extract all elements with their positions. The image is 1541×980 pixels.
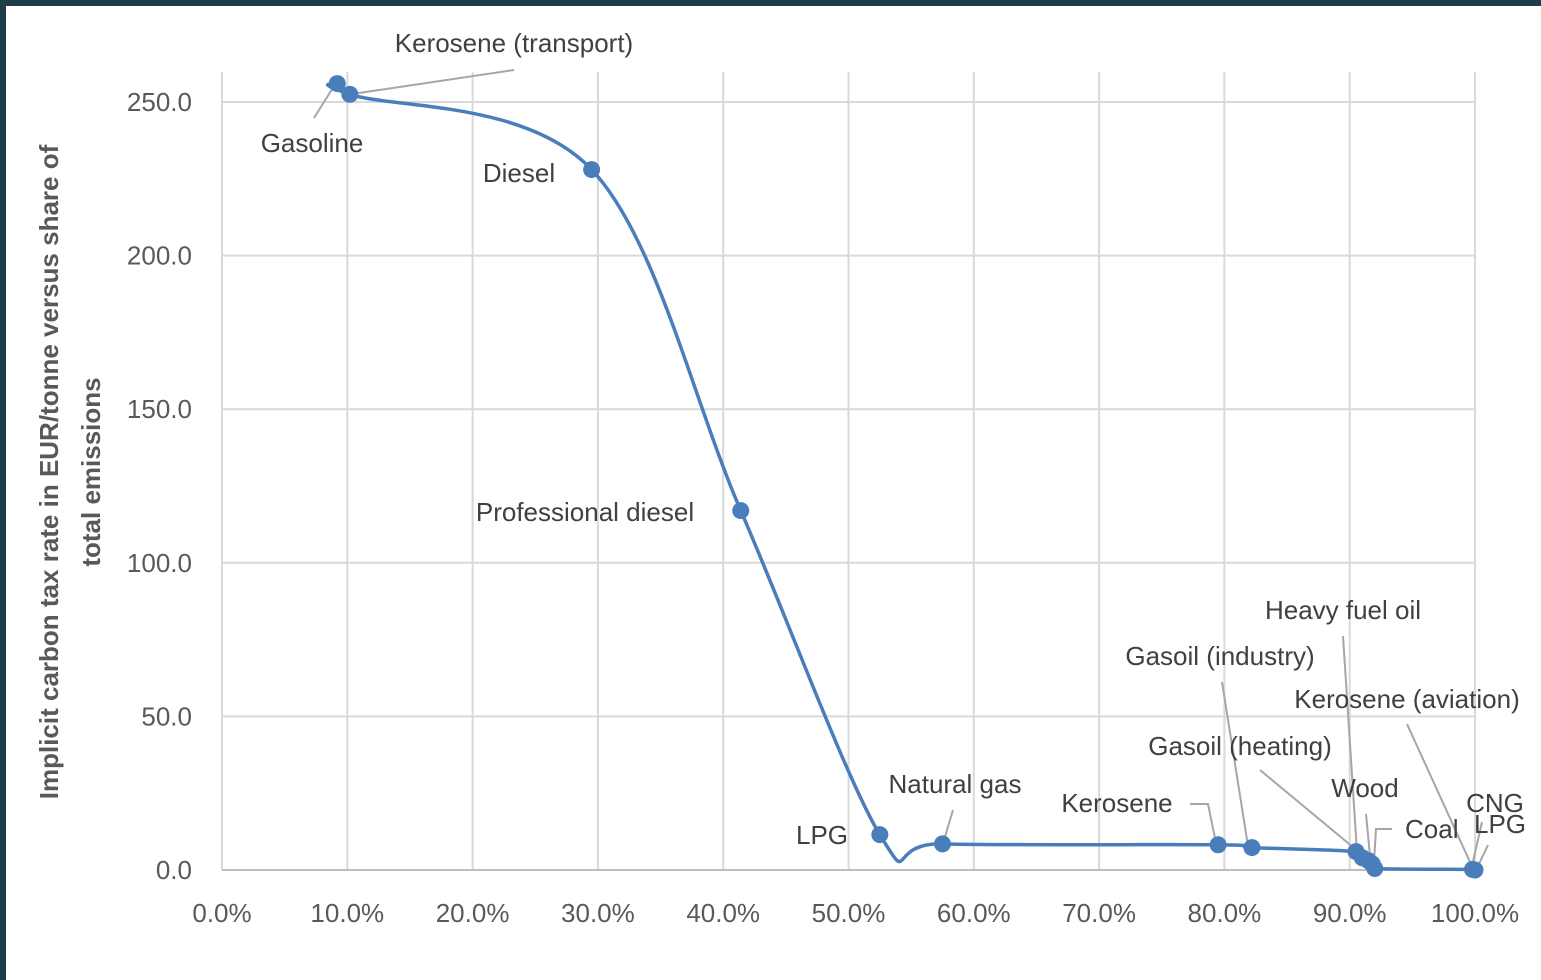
label-leader xyxy=(1221,681,1249,847)
data-point-label: Wood xyxy=(1331,773,1398,803)
label-leader xyxy=(1477,844,1489,867)
label-leader xyxy=(1342,635,1358,853)
label-leader-lines xyxy=(313,69,1489,867)
data-point-label: Kerosene (aviation) xyxy=(1294,684,1519,714)
chart-frame: 0.0% 10.0% 20.0% 30.0% 40.0% 50.0% 60.0% 70.0% 8… xyxy=(6,6,1541,980)
x-tick-label: 60.0% xyxy=(937,898,1011,928)
data-point-label: Coal xyxy=(1405,814,1458,844)
tick-labels: 0.0% 10.0% 20.0% 30.0% 40.0% 50.0% 60.0% 70.0% 8… xyxy=(127,87,1519,928)
y-tick-label: 150.0 xyxy=(127,394,192,424)
y-tick-label: 250.0 xyxy=(127,87,192,117)
x-tick-label: 100.0% xyxy=(1431,898,1519,928)
data-point-label: Natural gas xyxy=(889,769,1022,799)
y-tick-label: 50.0 xyxy=(141,701,192,731)
x-tick-label: 0.0% xyxy=(192,898,251,928)
label-leader xyxy=(1190,803,1217,844)
data-point-marker xyxy=(871,826,889,844)
y-tick-label: 200.0 xyxy=(127,241,192,271)
label-leader xyxy=(1259,769,1355,849)
x-tick-label: 80.0% xyxy=(1188,898,1262,928)
label-leader xyxy=(1365,813,1371,857)
label-leader xyxy=(1406,723,1471,863)
label-leader xyxy=(1471,821,1483,867)
data-point-label: Gasoil (heating) xyxy=(1148,731,1332,761)
data-point-label: Gasoline xyxy=(261,128,364,158)
x-tick-label: 40.0% xyxy=(686,898,760,928)
data-point-marker xyxy=(933,835,951,853)
label-leader xyxy=(1373,828,1392,863)
data-point-label: LPG xyxy=(1474,809,1526,839)
data-point-label: Diesel xyxy=(483,158,555,188)
x-tick-label: 30.0% xyxy=(561,898,635,928)
label-leader xyxy=(943,809,954,841)
y-tick-label: 0.0 xyxy=(156,855,192,885)
data-point-marker xyxy=(1243,839,1261,857)
data-point-marker xyxy=(341,85,359,103)
data-point-marker xyxy=(1209,836,1227,854)
point-labels: Gasoline Kerosene (transport) Diesel Profes… xyxy=(261,28,1526,850)
x-tick-label: 50.0% xyxy=(812,898,886,928)
x-tick-label: 20.0% xyxy=(436,898,510,928)
x-tick-label: 70.0% xyxy=(1062,898,1136,928)
x-tick-label: 90.0% xyxy=(1313,898,1387,928)
data-points xyxy=(328,75,1484,879)
data-point-label: Kerosene xyxy=(1061,788,1172,818)
data-point-marker xyxy=(1366,859,1384,877)
y-axis-title-line: Implicit carbon tax rate in EUR/tonne ve… xyxy=(34,144,64,799)
x-tick-label: 10.0% xyxy=(310,898,384,928)
data-point-marker xyxy=(328,75,346,93)
y-tick-label: 100.0 xyxy=(127,548,192,578)
data-point-marker xyxy=(732,502,750,520)
label-leader xyxy=(313,85,335,119)
data-point-label: Professional diesel xyxy=(476,497,694,527)
label-leader xyxy=(351,69,515,95)
y-axis-title: Implicit carbon tax rate in EUR/tonne ve… xyxy=(34,144,106,799)
data-point-label: Heavy fuel oil xyxy=(1265,595,1421,625)
data-point-label: Gasoil (industry) xyxy=(1125,641,1314,671)
data-point-marker xyxy=(583,161,601,179)
line-chart: 0.0% 10.0% 20.0% 30.0% 40.0% 50.0% 60.0% 70.0% 8… xyxy=(34,28,1526,928)
data-point-label: CNG xyxy=(1466,788,1524,818)
data-point-label: LPG xyxy=(796,820,848,850)
data-point-label: Kerosene (transport) xyxy=(395,28,633,58)
y-axis-title-line: total emissions xyxy=(76,377,106,566)
data-point-marker xyxy=(1466,861,1484,879)
